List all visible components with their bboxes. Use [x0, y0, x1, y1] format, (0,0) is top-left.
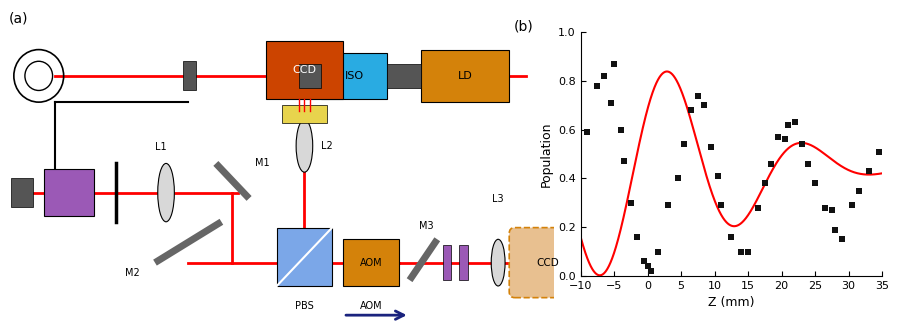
- Text: (a): (a): [8, 12, 28, 26]
- Point: [597, 74, 611, 79]
- Point: [771, 134, 786, 140]
- Bar: [299, 64, 321, 88]
- Bar: [266, 41, 343, 99]
- Bar: [44, 169, 94, 216]
- Bar: [459, 245, 468, 280]
- Point: [764, 161, 778, 166]
- Point: [637, 259, 652, 264]
- Point: [714, 203, 728, 208]
- Point: [684, 108, 698, 113]
- Point: [734, 249, 749, 254]
- Text: LD: LD: [457, 71, 472, 81]
- Text: AOM: AOM: [359, 258, 382, 268]
- Point: [607, 61, 621, 66]
- Bar: [343, 239, 399, 286]
- Bar: [183, 61, 196, 91]
- Point: [751, 205, 765, 210]
- Text: ISO: ISO: [345, 71, 364, 81]
- Point: [590, 83, 605, 88]
- FancyBboxPatch shape: [509, 228, 587, 298]
- Point: [616, 159, 631, 164]
- Text: M1: M1: [255, 159, 269, 169]
- Bar: [277, 228, 332, 286]
- Point: [670, 176, 685, 181]
- Text: (b): (b): [514, 20, 534, 34]
- Ellipse shape: [158, 163, 175, 222]
- Text: L3: L3: [492, 194, 504, 204]
- Point: [818, 205, 832, 210]
- Point: [724, 234, 738, 239]
- Point: [778, 137, 792, 142]
- Point: [614, 127, 628, 132]
- Point: [624, 200, 638, 205]
- Point: [603, 100, 617, 105]
- Point: [788, 120, 802, 125]
- Text: AOM: AOM: [359, 300, 382, 311]
- Bar: [283, 105, 327, 123]
- Point: [871, 149, 886, 154]
- Bar: [11, 178, 33, 207]
- Point: [677, 142, 691, 147]
- X-axis label: Z (mm): Z (mm): [708, 297, 754, 309]
- Point: [781, 122, 796, 127]
- Text: PBS: PBS: [295, 300, 314, 311]
- Point: [640, 264, 654, 269]
- Text: CCD: CCD: [292, 65, 317, 75]
- Y-axis label: Population: Population: [539, 121, 553, 187]
- Point: [711, 173, 725, 178]
- Bar: [321, 53, 388, 99]
- Ellipse shape: [491, 239, 505, 286]
- Bar: [443, 245, 451, 280]
- Ellipse shape: [296, 120, 312, 172]
- Point: [844, 203, 859, 208]
- Point: [741, 249, 755, 254]
- Bar: [420, 50, 509, 102]
- Point: [824, 208, 839, 213]
- Text: L2: L2: [321, 141, 333, 151]
- Point: [758, 181, 772, 186]
- Point: [795, 142, 809, 147]
- Bar: [387, 64, 420, 88]
- Text: M2: M2: [125, 268, 140, 279]
- Point: [851, 188, 866, 193]
- Point: [661, 203, 675, 208]
- Point: [808, 181, 823, 186]
- Point: [644, 269, 658, 274]
- Point: [580, 130, 594, 135]
- Point: [861, 169, 876, 174]
- Point: [630, 234, 644, 239]
- Point: [828, 227, 842, 232]
- Point: [704, 144, 718, 149]
- Point: [801, 161, 815, 166]
- Text: L1: L1: [155, 142, 166, 152]
- Text: CCD: CCD: [536, 258, 559, 268]
- Point: [690, 93, 705, 98]
- Point: [698, 103, 712, 108]
- Point: [651, 249, 665, 254]
- Text: M3: M3: [418, 221, 434, 230]
- Point: [834, 237, 849, 242]
